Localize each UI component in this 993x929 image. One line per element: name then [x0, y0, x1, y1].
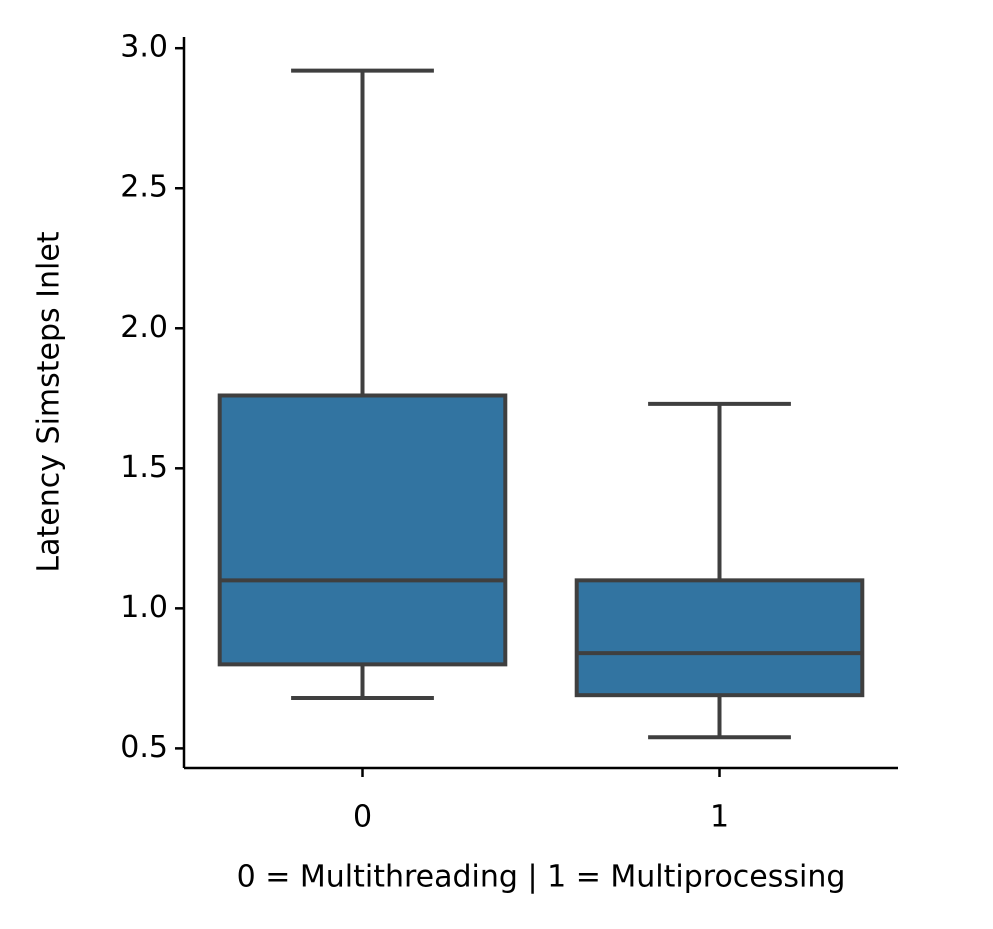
y-tick-label: 2.5 — [120, 170, 168, 205]
box — [574, 578, 865, 698]
box — [217, 393, 508, 667]
y-tick-label: 1.5 — [120, 450, 168, 485]
y-tick-label: 0.5 — [120, 730, 168, 765]
y-axis-label: Latency Simsteps Inlet — [32, 231, 67, 572]
y-tick-label: 2.0 — [120, 310, 168, 345]
y-tick-label: 1.0 — [120, 590, 168, 625]
y-tick-label: 3.0 — [120, 30, 168, 65]
x-tick-label: 1 — [710, 800, 729, 835]
x-tick-label: 0 — [353, 800, 372, 835]
x-axis-label: 0 = Multithreading | 1 = Multiprocessing — [237, 860, 846, 895]
